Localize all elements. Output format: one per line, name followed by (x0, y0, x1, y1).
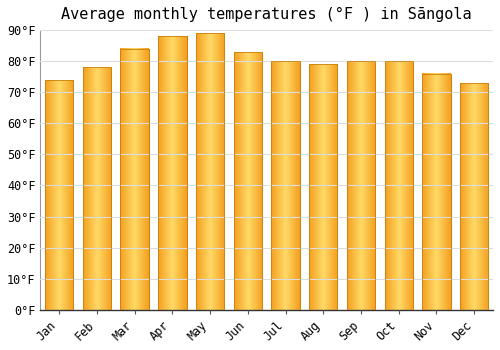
Bar (384, 61, 413, 310)
Bar (422, 74, 450, 310)
Bar (422, 74, 450, 310)
Bar (309, 64, 338, 310)
Bar (460, 83, 488, 310)
Bar (272, 61, 299, 310)
Bar (234, 52, 262, 310)
Bar (45, 80, 74, 310)
Bar (83, 67, 111, 310)
Bar (347, 61, 375, 310)
Bar (384, 61, 413, 310)
Bar (309, 64, 338, 310)
Bar (196, 33, 224, 310)
Title: Average monthly temperatures (°F ) in Sāngola: Average monthly temperatures (°F ) in Sā… (62, 7, 472, 22)
Bar (120, 49, 149, 310)
Bar (196, 33, 224, 310)
Bar (272, 61, 299, 310)
Bar (460, 83, 488, 310)
Bar (234, 52, 262, 310)
Bar (158, 36, 186, 310)
Bar (347, 61, 375, 310)
Bar (83, 67, 111, 310)
Bar (158, 36, 186, 310)
Bar (45, 80, 74, 310)
Bar (120, 49, 149, 310)
